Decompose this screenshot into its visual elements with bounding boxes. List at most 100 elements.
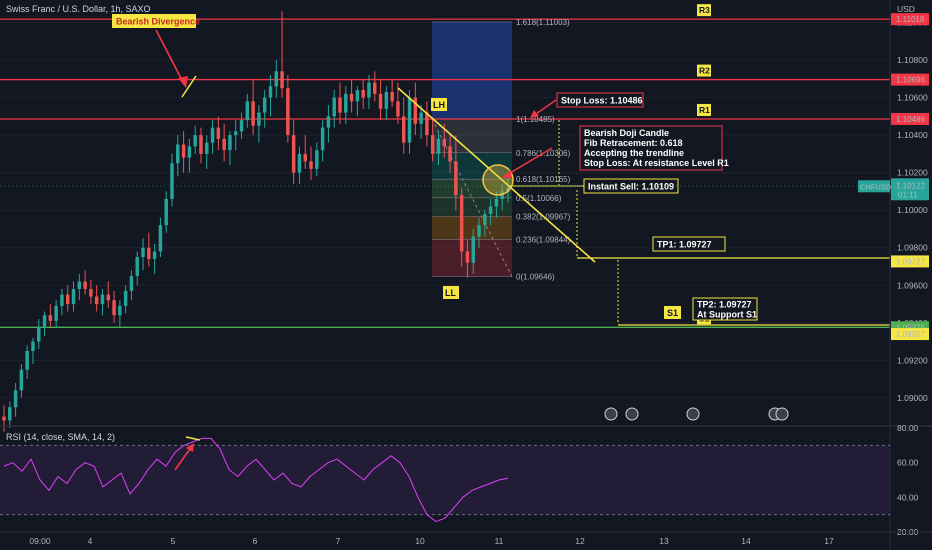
candle-body	[320, 127, 325, 151]
price-tags: 1.11018 1.10696 1.10486 1.09727 1.093761.093…	[858, 13, 929, 341]
candle-body	[164, 198, 168, 226]
candle-body	[60, 294, 64, 306]
candle-body	[239, 120, 244, 132]
candle-body	[257, 112, 261, 126]
bearish-divergence-box[interactable]	[112, 14, 196, 28]
candle-body	[332, 97, 336, 117]
price-tick-label: 1.10800	[897, 55, 928, 65]
tp2-label-line-2: At Support S1	[697, 310, 757, 320]
price-tag-label-last: 1.09357	[896, 330, 925, 339]
tp2-label-line-1: TP2: 1.09727	[697, 300, 752, 310]
doji-note-line-3: Accepting the trendline	[584, 148, 684, 158]
tp1-label: TP1: 1.09727	[657, 240, 712, 250]
stop-loss-label: Stop Loss: 1.10486	[561, 96, 643, 106]
candle-body	[152, 251, 157, 259]
event-flag-icon[interactable]	[686, 407, 700, 421]
fib-level-label: 1(1.10485)	[516, 115, 555, 124]
price-tag-label-r3: 1.11018	[896, 15, 925, 24]
fib-level-label: 0.5(1.10066)	[516, 194, 562, 203]
candle-body	[396, 101, 400, 117]
rsi-band	[0, 445, 890, 515]
time-label: 11	[495, 536, 504, 546]
divergence-arrow-line	[155, 29, 185, 85]
candle-body	[147, 247, 151, 259]
candle-body	[77, 281, 82, 290]
candle-body	[37, 326, 41, 342]
candle-body	[401, 116, 406, 143]
divergence-price-line	[181, 75, 197, 98]
candle-body	[367, 82, 371, 98]
time-label: 12	[575, 536, 585, 546]
candles	[2, 11, 510, 432]
price-tag-label-r2: 1.10696	[896, 76, 925, 85]
price-tag-tp1	[891, 255, 929, 268]
symbol-title: Swiss Franc / U.S. Dollar, 1h, SAXO	[6, 4, 151, 14]
event-icons[interactable]	[604, 407, 789, 421]
candle-body	[425, 112, 429, 136]
price-tick-label: 1.10600	[897, 93, 928, 103]
currency-label: USD	[897, 4, 915, 14]
level-box-r1	[697, 103, 711, 116]
candle-body	[483, 213, 487, 226]
level-label-r3: R3	[699, 5, 710, 15]
candle-body	[245, 101, 250, 121]
lh-label: LH	[433, 100, 445, 110]
candle-body	[297, 153, 302, 173]
price-axis[interactable]: USD 1.110001.108001.106001.104001.102001…	[858, 0, 929, 550]
candle-body	[459, 195, 464, 252]
fib-zone	[432, 197, 512, 217]
candle-body	[106, 294, 111, 301]
price-tag-last	[891, 328, 929, 341]
candle-body	[309, 161, 313, 169]
candle-body	[338, 97, 342, 113]
stop-loss-box[interactable]	[556, 92, 644, 108]
candle-body	[210, 127, 215, 143]
candle-body	[216, 127, 221, 139]
candle-body	[71, 289, 76, 305]
candle-body	[361, 90, 365, 98]
time-label: 4	[88, 536, 93, 546]
candle-body	[251, 101, 255, 126]
time-label: 17	[824, 536, 834, 546]
stop-loss-arrow-head	[530, 110, 539, 118]
candle-body	[100, 294, 105, 305]
event-flag-icon[interactable]	[775, 407, 789, 421]
candle-body	[193, 135, 197, 147]
candle-body	[42, 315, 47, 327]
time-label: 09:00	[29, 536, 51, 546]
time-axis[interactable]: 09:00 4 5 6 7 10 11 12 13 14 17	[29, 536, 834, 546]
candle-body	[268, 86, 273, 98]
doji-note-line-2: Fib Retracement: 0.618	[584, 138, 683, 148]
candle-body	[19, 369, 24, 391]
price-grid	[0, 22, 890, 399]
candle-body	[390, 91, 394, 102]
current-symbol-label: CHFUSD	[860, 182, 892, 191]
time-label: 7	[336, 536, 341, 546]
rsi-pane[interactable]: RSI (14, close, SMA, 14, 2) 80.00 60.00 40…	[0, 423, 919, 537]
fib-level-label: 0.236(1.09844)	[516, 235, 571, 244]
fib-zone	[432, 152, 512, 180]
event-flag-icon[interactable]	[604, 407, 618, 421]
tp2-box[interactable]	[692, 297, 758, 321]
rsi-tick-label: 60.00	[897, 458, 919, 468]
candle-body	[407, 97, 412, 143]
candle-body	[233, 131, 238, 136]
instant-sell-label: Instant Sell: 1.10109	[588, 182, 674, 192]
doji-highlight-circle	[482, 164, 514, 196]
doji-note-box[interactable]	[579, 125, 723, 171]
annotations[interactable]: Bearish Divergence LH LL Bearish Doji Ca…	[112, 14, 890, 421]
price-tick-label: 1.09800	[897, 243, 928, 253]
candle-body	[274, 71, 279, 87]
tp1-box[interactable]	[652, 236, 726, 252]
time-label: 13	[659, 536, 669, 546]
event-flag-icon[interactable]	[625, 407, 639, 421]
current-symbol-tag	[858, 180, 890, 193]
candle-body	[349, 93, 354, 102]
trendline[interactable]	[397, 87, 596, 263]
candle-body	[13, 390, 18, 408]
candle-body	[315, 150, 319, 169]
level-box-r3	[697, 4, 711, 17]
candle-body	[129, 275, 134, 291]
fib-zone	[432, 119, 512, 153]
